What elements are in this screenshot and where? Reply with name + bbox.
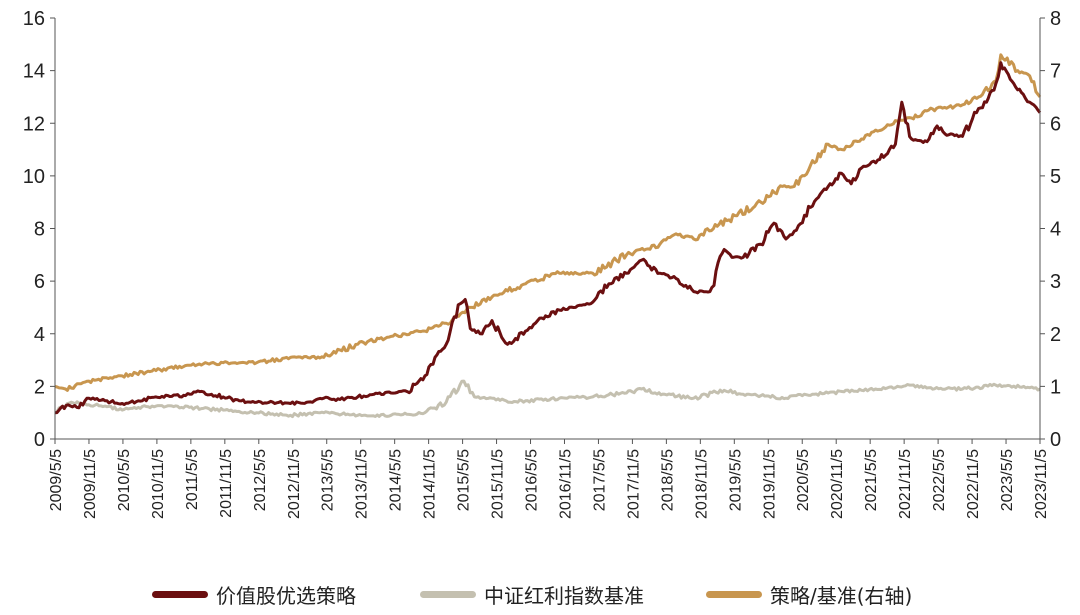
y-left-tick-label: 10	[23, 166, 45, 188]
x-tick-label: 2013/5/5	[320, 449, 337, 511]
y-left-tick-label: 12	[23, 113, 45, 135]
legend-label-strategy: 价值股优选策略	[216, 584, 356, 608]
x-tick-label: 2013/11/5	[354, 449, 371, 519]
y-left-tick-label: 0	[34, 429, 45, 451]
x-tick-label: 2014/11/5	[422, 449, 439, 519]
legend: 价值股优选策略 中证红利指数基准 策略/基准(右轴)	[0, 580, 1080, 610]
x-tick-label: 2022/5/5	[931, 449, 948, 511]
y-right-tick-label: 1	[1050, 376, 1061, 398]
y-left-tick-label: 6	[34, 271, 45, 293]
plot-lines	[54, 53, 1042, 419]
x-tick-label: 2021/11/5	[897, 449, 914, 519]
x-tick-label: 2017/11/5	[625, 449, 642, 519]
y-right-tick-label: 6	[1050, 113, 1061, 135]
x-tick-label: 2016/11/5	[557, 449, 574, 519]
x-tick-label: 2010/5/5	[116, 449, 133, 511]
x-tick-label: 2019/5/5	[727, 449, 744, 511]
x-tick-label: 2023/11/5	[1033, 449, 1050, 519]
y-left-tick-label: 14	[23, 61, 45, 83]
x-tick-label: 2018/5/5	[659, 449, 676, 511]
y-right-tick-label: 4	[1050, 219, 1061, 241]
x-tick-label: 2015/11/5	[490, 449, 507, 519]
x-tick-label: 2017/5/5	[591, 449, 608, 511]
x-tick-label: 2020/5/5	[795, 449, 812, 511]
x-tick-label: 2010/11/5	[150, 449, 167, 519]
x-tick-label: 2022/11/5	[965, 449, 982, 519]
y-right-tick-label: 8	[1050, 8, 1061, 30]
y-left-tick-label: 4	[34, 324, 45, 346]
x-tick-label: 2016/5/5	[524, 449, 541, 511]
x-tick-label: 2015/5/5	[456, 449, 473, 511]
legend-swatch-ratio	[706, 591, 762, 598]
legend-swatch-benchmark	[420, 591, 476, 598]
x-tick-label: 2014/5/5	[388, 449, 405, 511]
y-right-tick-label: 0	[1050, 429, 1061, 451]
axes	[50, 17, 1045, 444]
series-line-1	[54, 379, 1041, 419]
x-tick-label: 2019/11/5	[761, 449, 778, 519]
x-tick-label: 2011/5/5	[184, 449, 201, 510]
x-tick-label: 2020/11/5	[829, 449, 846, 519]
x-tick-label: 2011/11/5	[218, 449, 235, 518]
y-left-tick-label: 2	[34, 376, 45, 398]
legend-label-ratio: 策略/基准(右轴)	[770, 584, 913, 608]
legend-item-strategy: 价值股优选策略	[152, 580, 356, 609]
legend-item-ratio: 策略/基准(右轴)	[706, 580, 912, 609]
series-line-2	[54, 53, 1042, 392]
y-right-tick-label: 3	[1050, 271, 1061, 293]
y-left-tick-label: 16	[23, 8, 45, 30]
y-right-tick-label: 7	[1050, 61, 1061, 83]
x-tick-label: 2009/11/5	[82, 449, 99, 519]
y-left-tick-label: 8	[34, 219, 45, 241]
x-tick-label: 2021/5/5	[863, 449, 880, 511]
x-tick-label: 2023/5/5	[999, 449, 1016, 511]
legend-label-benchmark: 中证红利指数基准	[484, 584, 644, 608]
series-line-0	[54, 61, 1042, 415]
legend-swatch-strategy	[152, 591, 208, 598]
y-right-tick-label: 5	[1050, 166, 1061, 188]
legend-item-benchmark: 中证红利指数基准	[420, 580, 644, 609]
x-tick-label: 2012/5/5	[252, 449, 269, 511]
y-right-tick-label: 2	[1050, 324, 1061, 346]
x-tick-label: 2009/5/5	[48, 449, 65, 511]
x-tick-label: 2012/11/5	[286, 449, 303, 519]
x-tick-label: 2018/11/5	[693, 449, 710, 519]
